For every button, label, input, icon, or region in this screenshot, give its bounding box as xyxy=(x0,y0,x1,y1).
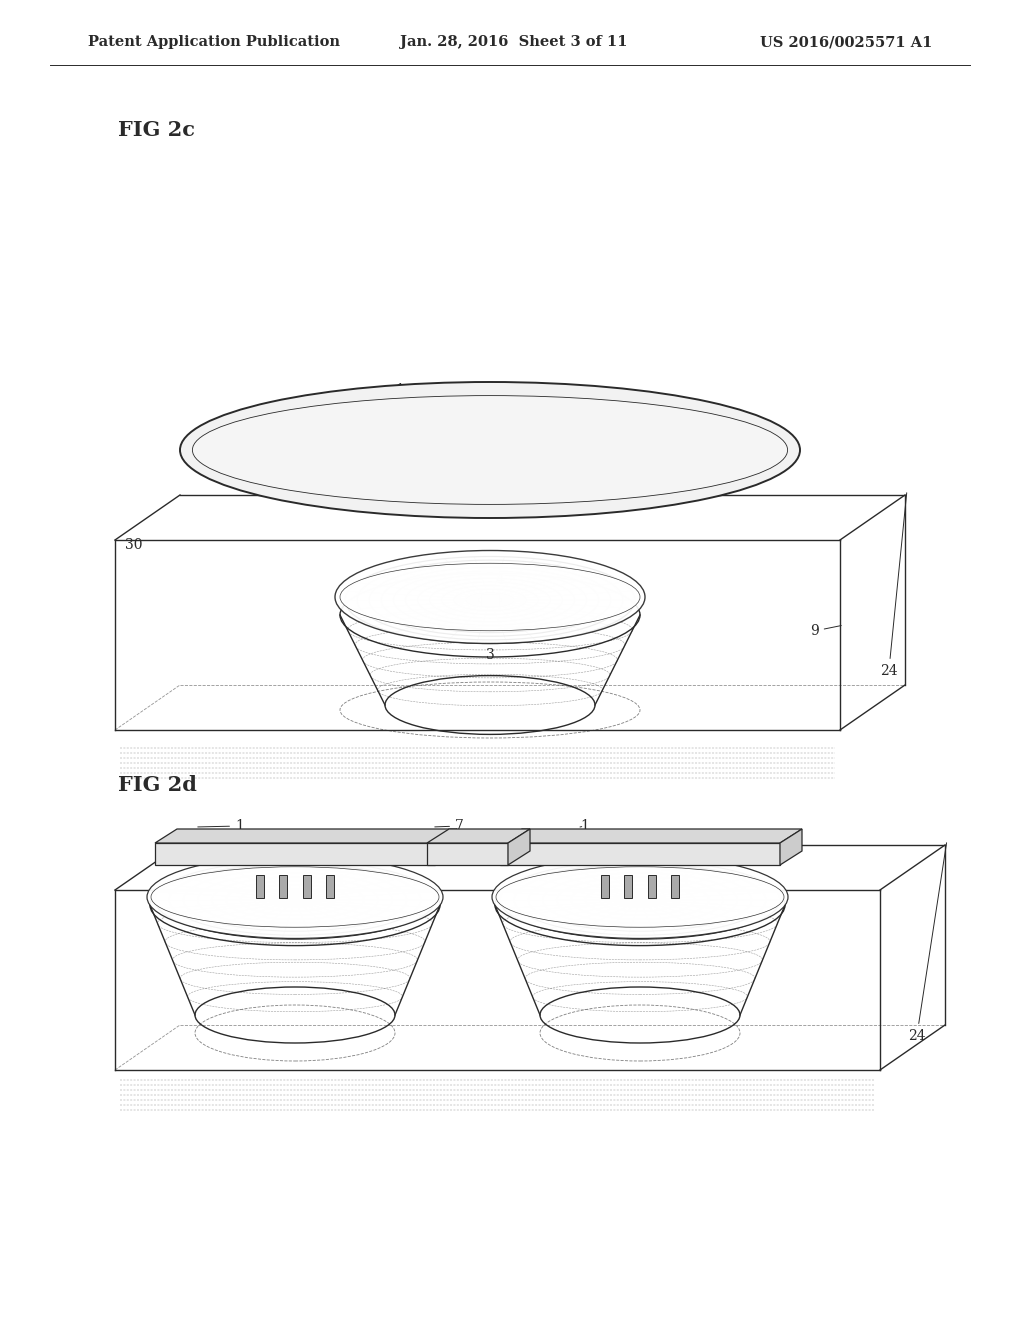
Polygon shape xyxy=(435,829,457,865)
Polygon shape xyxy=(427,843,508,865)
Text: 24: 24 xyxy=(880,492,906,678)
Text: 4: 4 xyxy=(496,573,505,587)
Text: Jan. 28, 2016  Sheet 3 of 11: Jan. 28, 2016 Sheet 3 of 11 xyxy=(400,36,628,49)
Polygon shape xyxy=(500,829,802,843)
Text: FIG 2d: FIG 2d xyxy=(118,775,197,795)
Polygon shape xyxy=(256,875,264,898)
Text: FIG 2c: FIG 2c xyxy=(118,120,195,140)
Text: 30: 30 xyxy=(125,539,142,552)
Text: 4: 4 xyxy=(336,874,344,888)
Text: 24: 24 xyxy=(908,842,946,1043)
Polygon shape xyxy=(286,894,304,906)
Polygon shape xyxy=(780,829,802,865)
Polygon shape xyxy=(279,875,287,898)
Polygon shape xyxy=(427,829,530,843)
Text: Patent Application Publication: Patent Application Publication xyxy=(88,36,340,49)
Text: 3: 3 xyxy=(485,648,495,663)
Polygon shape xyxy=(624,875,632,898)
Ellipse shape xyxy=(496,867,784,927)
Ellipse shape xyxy=(180,381,800,517)
Text: US 2016/0025571 A1: US 2016/0025571 A1 xyxy=(760,36,933,49)
Ellipse shape xyxy=(340,564,640,631)
Polygon shape xyxy=(155,829,457,843)
Text: 9: 9 xyxy=(810,624,842,638)
Text: 4: 4 xyxy=(681,874,689,888)
Text: 1: 1 xyxy=(198,818,244,833)
Polygon shape xyxy=(155,843,435,865)
Ellipse shape xyxy=(492,855,788,939)
Polygon shape xyxy=(326,875,334,898)
Polygon shape xyxy=(481,594,499,606)
Polygon shape xyxy=(500,843,780,865)
Ellipse shape xyxy=(151,867,439,927)
Text: 1: 1 xyxy=(580,818,589,833)
Polygon shape xyxy=(648,875,656,898)
Text: 7: 7 xyxy=(435,818,464,833)
Polygon shape xyxy=(303,875,311,898)
Ellipse shape xyxy=(335,550,645,644)
Polygon shape xyxy=(671,875,679,898)
Ellipse shape xyxy=(193,396,787,504)
Text: 1: 1 xyxy=(395,383,428,428)
Polygon shape xyxy=(508,829,530,865)
Ellipse shape xyxy=(147,855,443,939)
Text: 8: 8 xyxy=(450,840,499,854)
Polygon shape xyxy=(631,894,649,906)
Polygon shape xyxy=(601,875,609,898)
